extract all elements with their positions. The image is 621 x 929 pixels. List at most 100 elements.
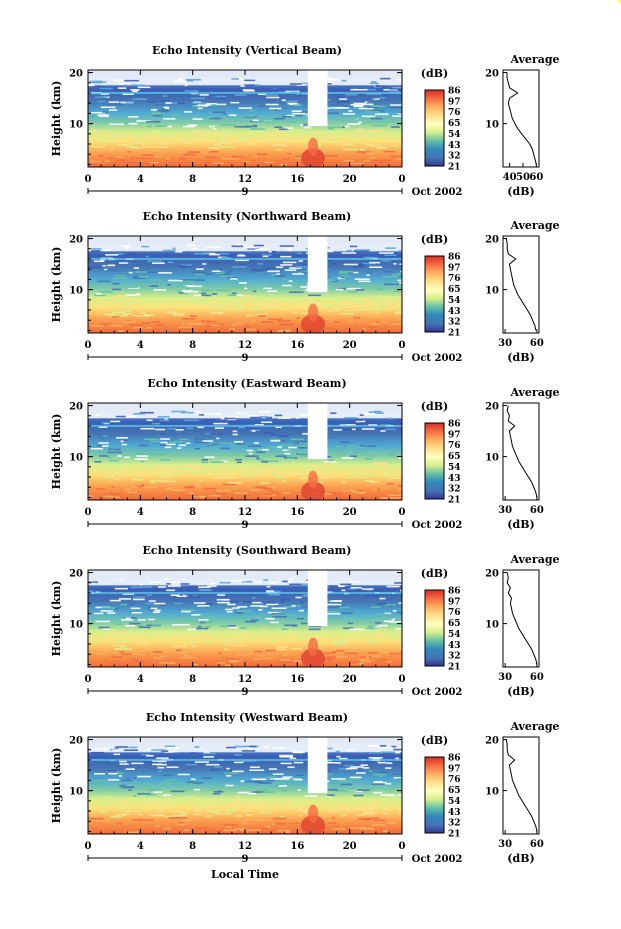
x-tick-label: 0 <box>85 841 92 852</box>
panel-title-4: Echo Intensity (Southward Beam) <box>143 544 352 557</box>
avg-x-tick-label: 30 <box>498 672 512 683</box>
average-frame <box>502 235 540 334</box>
x-tick-label: 0 <box>85 674 92 685</box>
colorbar-tick-label: 21 <box>448 496 461 506</box>
date-day-label: 9 <box>242 854 249 865</box>
x-tick-label: 16 <box>290 674 304 685</box>
avg-x-label: (dB) <box>507 351 534 364</box>
average-line <box>506 405 538 498</box>
x-tick-label: 0 <box>399 340 406 351</box>
avg-y-tick-label: 20 <box>485 235 499 246</box>
average-title: Average <box>509 553 559 566</box>
x-tick-label: 12 <box>238 340 252 351</box>
panel-title-3: Echo Intensity (Eastward Beam) <box>147 377 346 390</box>
average-title: Average <box>509 219 559 232</box>
colorbar-tick-label: 21 <box>448 163 461 173</box>
colorbar-tick-label: 43 <box>448 474 461 484</box>
x-tick-label: 0 <box>399 507 406 518</box>
x-tick-label: 8 <box>189 174 196 185</box>
average-title: Average <box>509 53 559 66</box>
x-tick-label: 0 <box>399 841 406 852</box>
colorbar-tick-label: 86 <box>448 754 461 764</box>
x-tick-label: 12 <box>238 174 252 185</box>
colorbar-tick-label: 32 <box>448 318 461 328</box>
x-tick-label: 4 <box>137 340 144 351</box>
average-profile-1: Average 20 10 40 50 60 (dB) <box>485 53 559 198</box>
x-tick-label: 8 <box>189 841 196 852</box>
colorbar-tick-label: 86 <box>448 253 461 263</box>
x-tick-label: 16 <box>290 174 304 185</box>
colorbar-tick-label: 76 <box>448 441 461 451</box>
convective-core <box>301 314 326 333</box>
avg-x-tick-label: 30 <box>498 338 512 349</box>
heatmap-4 <box>88 570 402 667</box>
avg-x-label: (dB) <box>507 185 534 198</box>
heatmap-field <box>88 737 402 834</box>
colorbar <box>424 756 445 834</box>
avg-x-tick-label: 60 <box>530 839 544 850</box>
x-tick-label: 0 <box>85 174 92 185</box>
avg-x-tick-label: 60 <box>529 172 543 183</box>
colorbar-tick-label: 54 <box>448 630 461 640</box>
x-tick-label: 20 <box>343 841 357 852</box>
x-tick-label: 0 <box>85 507 92 518</box>
date-day-label: 9 <box>242 187 249 198</box>
heatmap-3 <box>88 403 402 500</box>
x-tick-label: 4 <box>137 674 144 685</box>
x-tick-label: 16 <box>290 507 304 518</box>
colorbar-tick-label: 76 <box>448 608 461 618</box>
avg-y-tick-label: 20 <box>485 69 499 80</box>
data-gap <box>307 403 328 460</box>
x-tick-label: 4 <box>137 507 144 518</box>
colorbar-tick-label: 76 <box>448 108 461 118</box>
colorbar-tick-label: 32 <box>448 485 461 495</box>
data-gap <box>307 570 328 627</box>
x-tick-label: 0 <box>85 340 92 351</box>
average-profile-5: Average 20 10 30 60 (dB) <box>485 720 559 865</box>
x-tick-label: 4 <box>137 841 144 852</box>
y-tick-label: 10 <box>69 620 83 631</box>
colorbar-tick-label: 65 <box>448 119 461 129</box>
average-frame <box>502 736 540 835</box>
x-tick-label: 20 <box>343 674 357 685</box>
colorbar-tick-label: 97 <box>448 263 461 273</box>
average-frame <box>502 402 540 501</box>
colorbar-tick-label: 54 <box>448 797 461 807</box>
avg-x-tick-label: 30 <box>498 505 512 516</box>
colorbar <box>424 255 445 333</box>
panel-2: Echo Intensity (Northward Beam) 20 10 Heigh… <box>50 210 560 364</box>
avg-x-tick-label: 40 <box>503 172 517 183</box>
colorbar-unit: (dB) <box>421 400 448 413</box>
data-gap <box>307 70 328 127</box>
panel-1: Echo Intensity (Vertical Beam) 20 10 Height… <box>50 44 560 198</box>
colorbar-tick-label: 97 <box>448 430 461 440</box>
x-tick-label: 20 <box>343 174 357 185</box>
average-line <box>505 739 538 832</box>
colorbar-tick-label: 54 <box>448 296 461 306</box>
x-axis-label: Local Time <box>211 868 279 881</box>
colorbar-tick-label: 86 <box>448 587 461 597</box>
colorbar-tick-label: 86 <box>448 420 461 430</box>
avg-x-tick-label: 60 <box>530 338 544 349</box>
colorbar-tick-label: 65 <box>448 285 461 295</box>
avg-y-tick-label: 10 <box>485 620 499 631</box>
average-line <box>506 572 538 665</box>
average-profile-2: Average 20 10 30 60 (dB) <box>485 219 559 364</box>
y-tick-label: 10 <box>69 286 83 297</box>
avg-x-tick-label: 50 <box>516 172 530 183</box>
colorbar-tick-label: 43 <box>448 808 461 818</box>
average-profile-3: Average 20 10 30 60 (dB) <box>485 386 559 531</box>
average-title: Average <box>509 386 559 399</box>
average-title: Average <box>509 720 559 733</box>
avg-x-label: (dB) <box>507 685 534 698</box>
colorbar-tick-label: 32 <box>448 152 461 162</box>
y-axis-label: Height (km) <box>50 81 63 157</box>
x-tick-label: 8 <box>189 674 196 685</box>
colorbar-tick-label: 54 <box>448 130 461 140</box>
x-tick-label: 16 <box>290 841 304 852</box>
avg-x-label: (dB) <box>507 852 534 865</box>
date-day-label: 9 <box>242 520 249 531</box>
colorbar-tick-label: 76 <box>448 274 461 284</box>
y-tick-label: 10 <box>69 453 83 464</box>
